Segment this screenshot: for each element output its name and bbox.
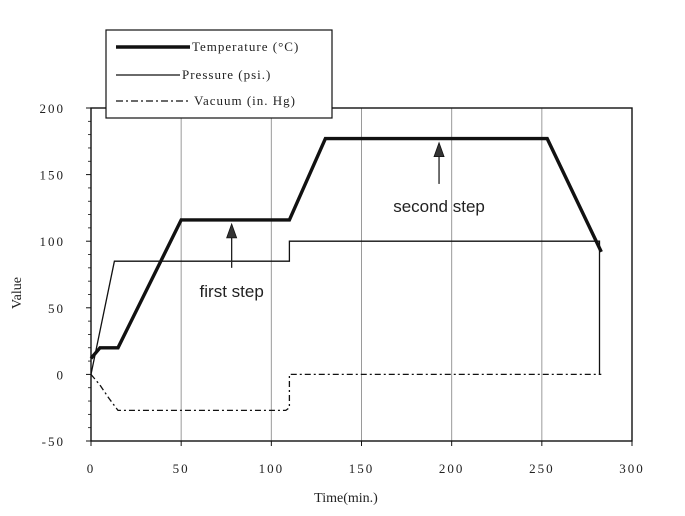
y-tick-label: 200 [40,101,66,116]
series-line-2 [90,373,600,412]
x-tick-label: 250 [529,461,555,476]
y-axis-title: Value [10,277,25,309]
annotations-layer: first step second step [200,141,485,301]
x-tick-label: 0 [87,461,96,476]
y-tick-label: 50 [48,301,65,316]
grid-layer [180,108,543,441]
x-tick-label: 100 [259,461,285,476]
x-tick-label: 150 [349,461,375,476]
legend-label-vacuum: Vacuum (in. Hg) [194,93,296,108]
annotation-label-1: second step [393,197,485,216]
y-tick-label: -50 [42,434,65,449]
legend-label-pressure: Pressure (psi.) [182,67,271,82]
annotation-label-0: first step [200,282,264,301]
annotation-arrow-head-0 [226,222,238,239]
y-tick-label: 0 [57,367,66,382]
x-tick-label: 50 [173,461,190,476]
legend-label-temperature: Temperature (°C) [192,39,299,54]
y-tick-label: 150 [40,168,66,183]
y-tick-label: 100 [40,234,66,249]
legend: Temperature (°C) Pressure (psi.) Vacuum … [105,29,333,119]
annotation-arrow-head-1 [433,141,445,158]
series-line-1 [90,240,602,376]
series-line-0 [89,136,603,360]
legend-box [105,29,333,119]
series-layer [89,136,603,412]
x-axis-title: Time(min.) [314,491,378,506]
ticks-layer: 0 50 100 150 200 250 300 -50 0 50 100 150 200 [40,101,645,476]
x-tick-label: 200 [439,461,465,476]
x-tick-label: 300 [619,461,645,476]
